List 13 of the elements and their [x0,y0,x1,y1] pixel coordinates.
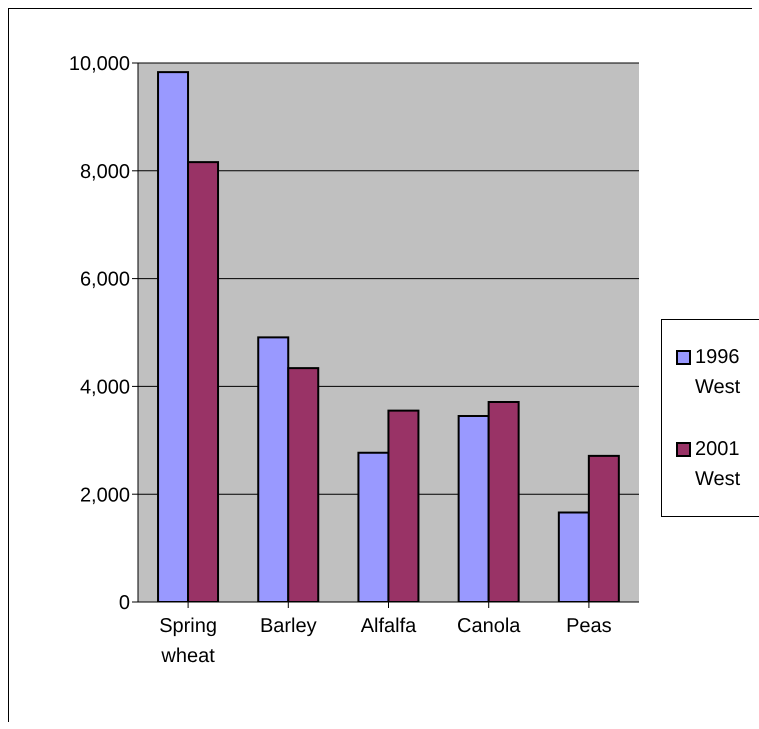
y-tick-label: 0 [118,592,130,614]
x-tick-label: Peas [566,615,612,637]
legend-label: 2001 West [695,437,742,492]
y-tick-label: 2,000 [80,484,130,506]
y-tick-label: 8,000 [80,160,130,183]
y-tick-label: 4,000 [80,376,130,398]
x-tick-label: Canola [457,615,522,637]
y-tick-label: 10,000 [68,53,130,76]
y-tick-label: 6,000 [80,268,130,291]
legend-label: 1996 West [695,345,742,400]
x-tick-label: Alfalfa [360,615,418,637]
x-tick-label: Spring wheat [159,615,218,667]
x-tick-label: Barley [260,615,317,637]
